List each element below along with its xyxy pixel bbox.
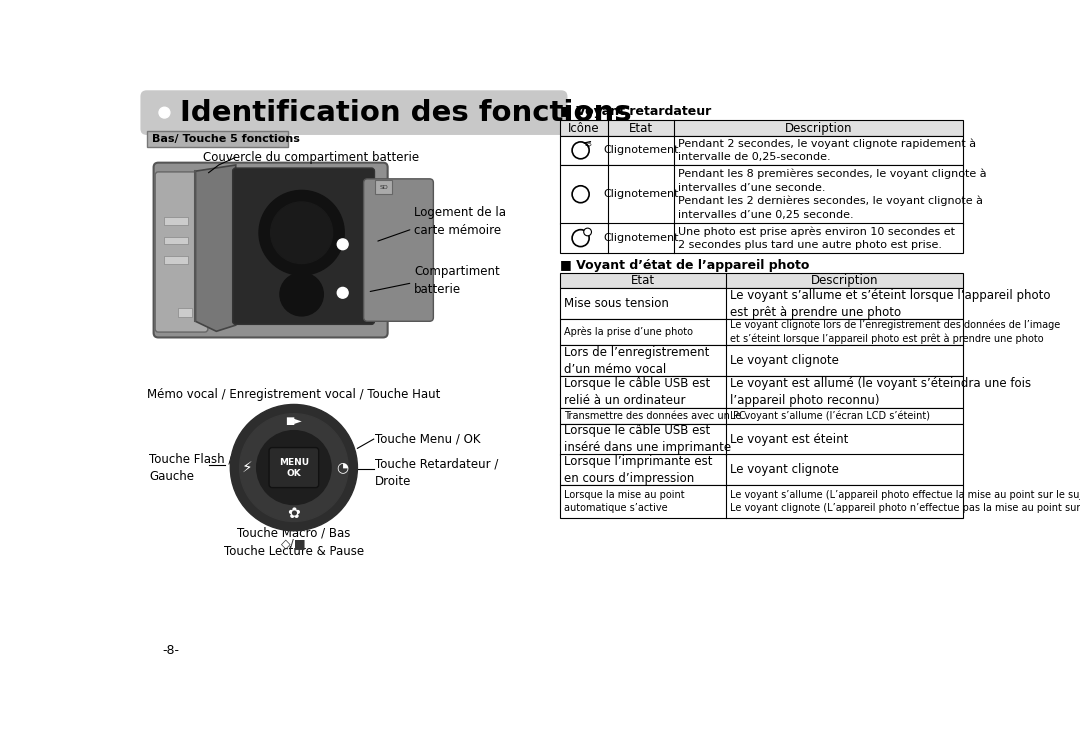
Text: Etat: Etat (631, 274, 656, 287)
Bar (559, 408, 962, 424)
Text: Touche Menu / OK: Touche Menu / OK (375, 433, 481, 445)
Text: Compartiment
batterie: Compartiment batterie (414, 265, 500, 296)
Bar (559, 454, 962, 486)
Text: Clignotement: Clignotement (604, 189, 679, 199)
FancyBboxPatch shape (269, 448, 319, 488)
Text: Pendant les 8 premières secondes, le voyant clignote à
intervalles d’une seconde: Pendant les 8 premières secondes, le voy… (677, 169, 986, 219)
Circle shape (159, 107, 170, 118)
Text: Icône: Icône (568, 122, 599, 134)
Text: Logement de la
carte mémoire: Logement de la carte mémoire (414, 206, 507, 236)
Text: Lorsque la mise au point
automatique s’active: Lorsque la mise au point automatique s’a… (564, 490, 685, 513)
Circle shape (240, 414, 348, 521)
Circle shape (271, 202, 333, 263)
Text: SD: SD (379, 185, 388, 189)
Text: 25: 25 (584, 142, 592, 147)
Circle shape (337, 239, 348, 250)
Text: Après la prise d’une photo: Après la prise d’une photo (564, 327, 692, 337)
Bar (559, 345, 962, 376)
FancyBboxPatch shape (153, 163, 388, 337)
Text: Description: Description (785, 122, 852, 134)
Text: Le voyant est éteint: Le voyant est éteint (730, 433, 849, 445)
Circle shape (158, 106, 172, 119)
Text: Le voyant clignote lors de l’enregistrement des données de l’image
et s’éteint l: Le voyant clignote lors de l’enregistrem… (730, 320, 1061, 344)
Bar (164, 256, 188, 263)
Text: Bas/ Touche 5 fonctions: Bas/ Touche 5 fonctions (152, 134, 300, 144)
Text: Transmettre des données avec un PC: Transmettre des données avec un PC (564, 411, 745, 421)
Text: Clignotement: Clignotement (604, 233, 679, 243)
Text: Une photo est prise après environ 10 secondes et
2 secondes plus tard une autre : Une photo est prise après environ 10 sec… (677, 226, 955, 250)
Circle shape (230, 404, 357, 530)
Bar (559, 376, 962, 408)
Text: Lorsque l’imprimante est
en cours d’impression: Lorsque l’imprimante est en cours d’impr… (564, 455, 712, 485)
Text: ■ Voyant d’état de l’appareil photo: ■ Voyant d’état de l’appareil photo (559, 259, 809, 272)
Text: Touche Macro / Bas
Touche Lecture & Pause: Touche Macro / Bas Touche Lecture & Paus… (224, 526, 364, 558)
Circle shape (257, 430, 332, 504)
Text: Lorsque le câble USB est
relié à un ordinateur: Lorsque le câble USB est relié à un ordi… (564, 377, 710, 407)
Bar (375, 181, 392, 194)
Text: ■►: ■► (285, 416, 302, 427)
Text: Etat: Etat (629, 122, 653, 134)
Circle shape (259, 190, 345, 275)
Text: MENU: MENU (279, 459, 309, 468)
Text: ◔: ◔ (336, 460, 348, 474)
Text: Mise sous tension: Mise sous tension (564, 297, 669, 310)
Text: Pendant 2 secondes, le voyant clignote rapidement à
intervalle de 0,25-seconde.: Pendant 2 secondes, le voyant clignote r… (677, 139, 975, 162)
FancyBboxPatch shape (232, 168, 375, 325)
Text: Le voyant clignote: Le voyant clignote (730, 354, 839, 367)
Text: Le voyant s’allume (L’appareil photo effectue la mise au point sur le sujet)
Le : Le voyant s’allume (L’appareil photo eff… (730, 490, 1080, 513)
Bar (177, 308, 191, 318)
Polygon shape (195, 165, 235, 331)
Bar (559, 165, 962, 224)
Bar (559, 224, 962, 253)
Bar (147, 131, 287, 146)
FancyBboxPatch shape (364, 179, 433, 322)
Text: Le voyant clignote: Le voyant clignote (730, 463, 839, 477)
Text: Couvercle du compartiment batterie: Couvercle du compartiment batterie (203, 151, 419, 164)
Bar (559, 319, 962, 345)
Text: Touche Retardateur /
Droite: Touche Retardateur / Droite (375, 457, 499, 489)
Bar (559, 486, 962, 518)
Text: Identification des fonctions: Identification des fonctions (180, 98, 632, 127)
Text: Mémo vocal / Enregistrement vocal / Touche Haut: Mémo vocal / Enregistrement vocal / Touc… (147, 388, 441, 401)
Circle shape (280, 273, 323, 316)
Text: Le voyant est allumé (le voyant s’éteindra une fois
l’appareil photo reconnu): Le voyant est allumé (le voyant s’éteind… (730, 377, 1031, 407)
FancyBboxPatch shape (156, 172, 207, 332)
Text: -8-: -8- (162, 644, 179, 656)
Text: Le voyant s’allume (l’écran LCD s’éteint): Le voyant s’allume (l’écran LCD s’éteint… (730, 411, 930, 421)
Circle shape (583, 228, 592, 236)
Bar (559, 288, 962, 319)
Bar (559, 120, 962, 136)
Bar (164, 236, 188, 244)
Text: ✿: ✿ (287, 507, 300, 521)
Text: Lors de l’enregistrement
d’un mémo vocal: Lors de l’enregistrement d’un mémo vocal (564, 345, 708, 375)
Text: Le voyant s’allume et s’éteint lorsque l’appareil photo
est prêt à prendre une p: Le voyant s’allume et s’éteint lorsque l… (730, 289, 1051, 319)
Bar (559, 136, 962, 165)
Text: ⚡: ⚡ (242, 460, 253, 475)
Text: ◇/■: ◇/■ (281, 536, 307, 550)
Text: Touche Flash /
Gauche: Touche Flash / Gauche (149, 452, 232, 483)
Text: Lorsque le câble USB est
inséré dans une imprimante: Lorsque le câble USB est inséré dans une… (564, 424, 731, 454)
Bar (559, 424, 962, 454)
Text: Clignotement: Clignotement (604, 145, 679, 155)
Bar (559, 273, 962, 288)
Text: ■ Voyant retardateur: ■ Voyant retardateur (559, 104, 711, 118)
Text: OK: OK (286, 469, 301, 478)
Circle shape (337, 287, 348, 298)
Text: Description: Description (811, 274, 878, 287)
Bar (164, 217, 188, 225)
FancyBboxPatch shape (140, 90, 567, 135)
